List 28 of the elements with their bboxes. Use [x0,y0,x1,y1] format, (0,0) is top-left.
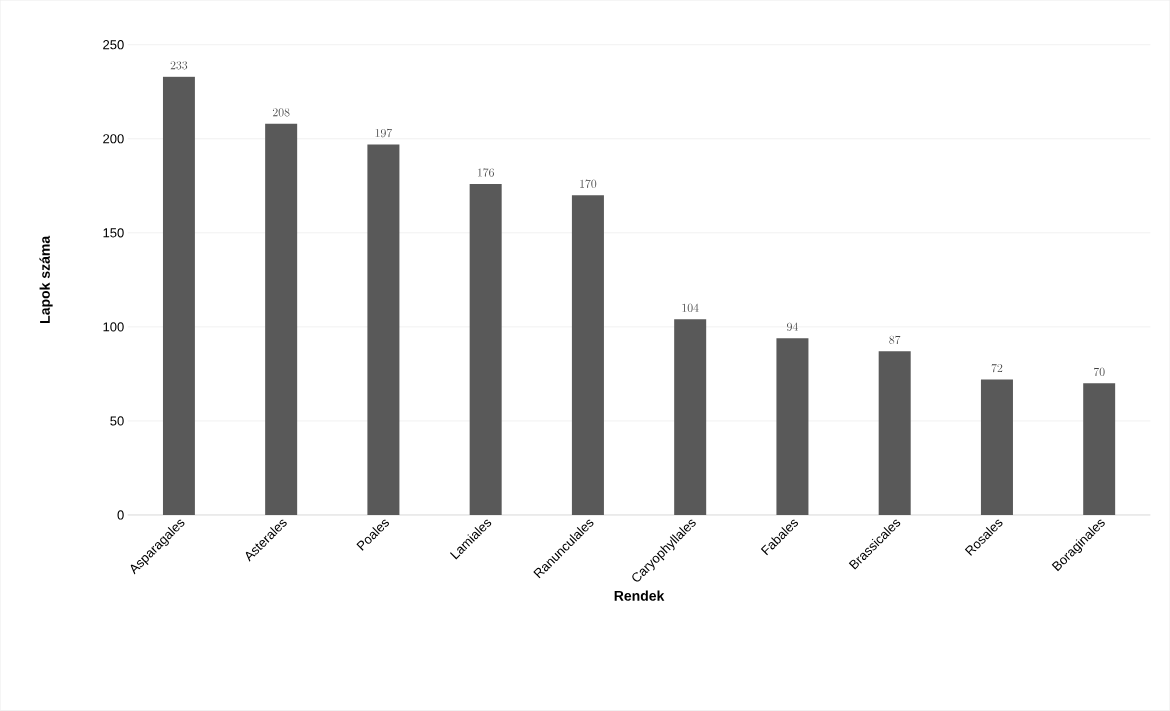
data-label: 208 [272,108,290,117]
bar [265,123,298,516]
y-tick-label: 250 [103,40,124,50]
y-tick-label: 200 [103,134,124,144]
y-tick-label: 0 [117,510,124,520]
data-label: 94 [787,322,798,331]
bar [1083,383,1116,516]
bar [571,195,604,516]
bar [980,379,1013,516]
y-axis-title: Lapok száma [39,235,53,323]
data-label: 87 [889,335,901,345]
data-label: 170 [580,179,597,189]
data-label: 233 [170,61,188,70]
data-label: 70 [1093,367,1105,377]
y-tick-label: 100 [103,322,124,332]
data-label: 104 [682,303,699,313]
y-tick-label: 150 [103,228,124,238]
bar [162,76,195,516]
y-tick-label: 50 [110,416,124,426]
bar [776,338,809,516]
data-label: 197 [375,128,393,138]
bar [878,351,911,516]
data-label: 176 [477,168,494,177]
data-label: 72 [991,364,1003,373]
bar [674,319,707,516]
bar [469,184,502,516]
x-axis-title: Rendek [614,590,665,601]
bar [367,144,400,516]
